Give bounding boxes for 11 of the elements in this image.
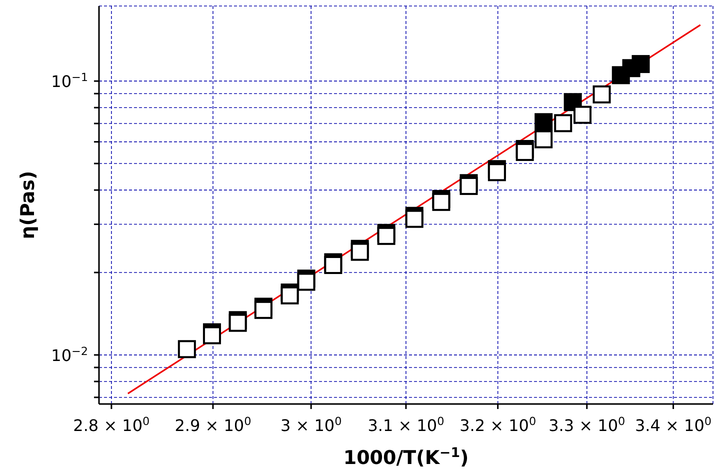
x-tick-label: 2.8 × 10$^{0}$ bbox=[73, 414, 150, 435]
y-axis-title: η(Pas) bbox=[17, 170, 39, 240]
x-tick-label: 3.3 × 10$^{0}$ bbox=[548, 414, 626, 435]
x-axis-title: 1000/T(K$^{−1}$) bbox=[343, 446, 469, 469]
x-tick-label: 3.2 × 10$^{0}$ bbox=[460, 414, 536, 435]
x-tick-label: 2.9 × 10$^{0}$ bbox=[174, 414, 252, 435]
y-tick-label: 10$^{−1}$ bbox=[51, 70, 88, 92]
y-tick-label: 10$^{−2}$ bbox=[51, 344, 88, 365]
x-tick-label: 3 × 10$^{0}$ bbox=[280, 414, 342, 435]
x-tick-label: 3.4 × 10$^{0}$ bbox=[635, 414, 712, 435]
x-tick-label: 3.1 × 10$^{0}$ bbox=[368, 414, 444, 435]
